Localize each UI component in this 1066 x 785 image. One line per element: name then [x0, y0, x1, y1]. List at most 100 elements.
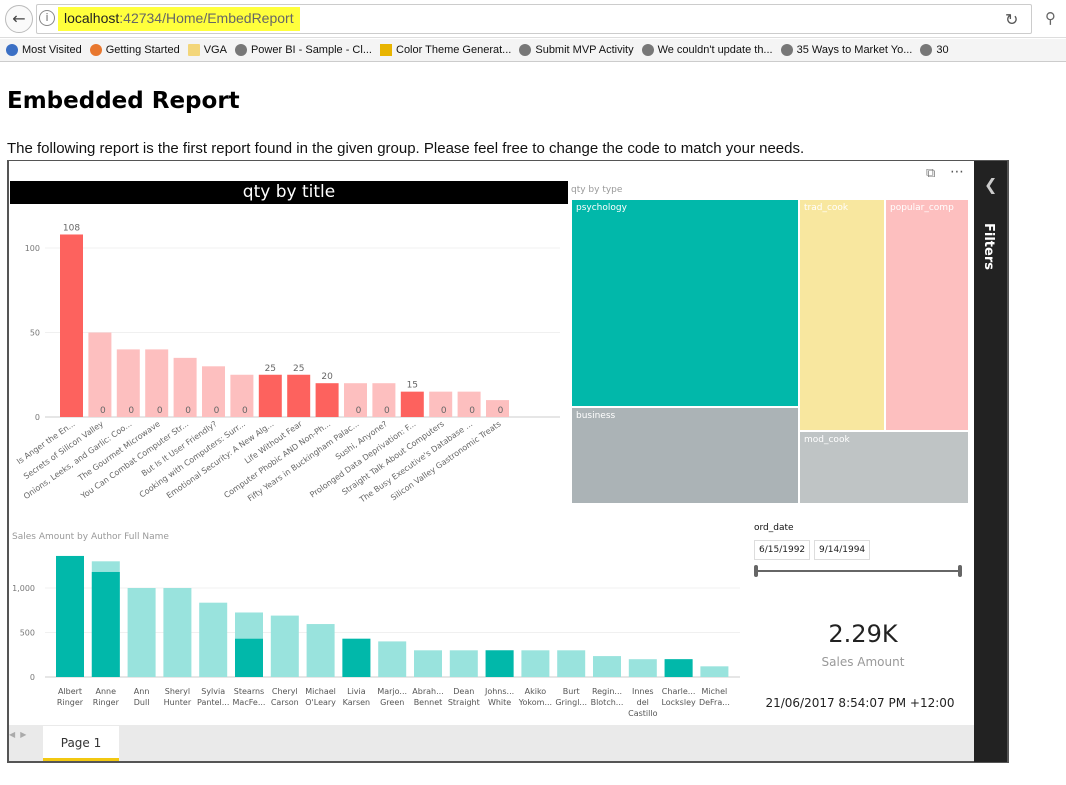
x-tick-label: Sylvia	[201, 687, 225, 696]
start-date-input[interactable]: 6/15/1992	[754, 540, 810, 560]
bookmark-item[interactable]: Color Theme Generat...	[380, 44, 511, 56]
bookmark-item[interactable]: We couldn't update th...	[641, 44, 773, 56]
bar[interactable]	[199, 602, 228, 677]
treemap-tile-psychology[interactable]: psychology	[571, 199, 799, 407]
bar-highlight[interactable]	[56, 555, 84, 677]
treemap-tile-business[interactable]: business	[571, 407, 799, 504]
bar[interactable]	[230, 374, 254, 417]
x-tick-label: Blotch...	[591, 698, 624, 707]
bar[interactable]	[378, 641, 407, 677]
bookmarks-bar: Most Visited Getting Started VGA Power BI -…	[0, 39, 1066, 62]
bar[interactable]	[127, 588, 156, 677]
url-host: localhost	[64, 10, 120, 26]
bookmark-item[interactable]: Getting Started	[89, 44, 180, 56]
bar[interactable]	[202, 366, 225, 417]
bar[interactable]	[270, 615, 299, 677]
bookmark-icon	[641, 44, 654, 56]
bookmark-item[interactable]: VGA	[187, 44, 227, 56]
back-button[interactable]: ←	[5, 5, 33, 33]
bar[interactable]	[344, 383, 367, 417]
bar[interactable]	[628, 659, 657, 677]
bar-highlight[interactable]	[485, 650, 514, 677]
bar[interactable]	[449, 650, 478, 677]
x-tick-label: Stearns	[234, 687, 264, 696]
page-title: Embedded Report	[7, 88, 240, 114]
x-tick-label: Michel	[702, 687, 728, 696]
data-label: 0	[157, 406, 163, 416]
data-label: 0	[498, 406, 504, 416]
data-label: 20	[321, 372, 333, 382]
x-tick-label: Innes	[632, 687, 654, 696]
bar[interactable]	[163, 588, 192, 677]
y-tick-label: 0	[30, 673, 35, 682]
bar[interactable]	[414, 650, 442, 677]
bar[interactable]	[60, 234, 83, 417]
bookmark-icon	[920, 44, 933, 56]
y-tick-label: 1,000	[12, 584, 35, 593]
bookmark-item[interactable]: Most Visited	[6, 44, 82, 56]
x-tick-label: MacFe...	[233, 698, 266, 707]
treemap-tile-popular_comp[interactable]: popular_comp	[885, 199, 969, 431]
info-icon[interactable]: i	[39, 10, 55, 26]
treemap-tile-mod_cook[interactable]: mod_cook	[799, 431, 969, 504]
bar[interactable]	[400, 391, 424, 417]
x-tick-label: Livia	[347, 687, 366, 696]
bar[interactable]	[315, 383, 339, 417]
page-nav-arrows[interactable]: ◀ ▶	[9, 730, 27, 739]
bar[interactable]	[173, 357, 197, 417]
date-slider-track[interactable]	[756, 570, 961, 572]
bar[interactable]	[593, 656, 621, 677]
sales-chart-title: Sales Amount by Author Full Name	[12, 532, 169, 542]
reload-icon[interactable]: ↻	[1005, 10, 1019, 29]
bookmark-icon	[89, 44, 102, 56]
bar-highlight[interactable]	[91, 571, 120, 677]
bookmark-item[interactable]: Submit MVP Activity	[519, 44, 634, 56]
more-options-icon[interactable]: ⋯	[950, 164, 964, 180]
x-tick-label: Gringl...	[555, 698, 587, 707]
focus-mode-icon[interactable]: ⧉	[926, 166, 936, 181]
end-date-input[interactable]: 9/14/1994	[814, 540, 870, 560]
bar[interactable]	[88, 332, 112, 418]
bar-highlight[interactable]	[342, 638, 371, 677]
url-text[interactable]: localhost:42734/Home/EmbedReport	[58, 7, 300, 31]
bookmark-item[interactable]: Power BI - Sample - Cl...	[234, 44, 372, 56]
bar[interactable]	[486, 400, 509, 417]
data-label: 15	[407, 381, 418, 391]
bookmark-label: 30	[936, 44, 949, 56]
bar[interactable]	[700, 666, 729, 677]
bookmark-item[interactable]: 35 Ways to Market Yo...	[780, 44, 912, 56]
bar-highlight[interactable]	[664, 659, 693, 677]
x-tick-label: Yokom...	[518, 698, 552, 707]
bar-highlight[interactable]	[235, 638, 263, 677]
bar[interactable]	[521, 650, 550, 677]
bookmark-item[interactable]: 30	[920, 44, 949, 56]
slider-end-handle[interactable]	[958, 565, 962, 577]
bar[interactable]	[258, 374, 282, 417]
x-tick-label: Charle...	[662, 687, 696, 696]
x-tick-label: Anne	[96, 687, 117, 696]
bookmark-icon	[380, 44, 392, 56]
bar[interactable]	[287, 374, 311, 417]
x-tick-label: Onions, Leeks, and Garlic: Coo...	[22, 419, 133, 501]
data-label: 25	[293, 364, 304, 374]
bar[interactable]	[372, 383, 396, 417]
slider-start-handle[interactable]	[754, 565, 758, 577]
address-bar[interactable]	[36, 4, 1032, 34]
data-label: 0	[128, 406, 134, 416]
search-icon[interactable]: ⚲	[1045, 9, 1056, 27]
filters-pane[interactable]: ❮ Filters	[974, 161, 1007, 762]
tab-page-1[interactable]: Page 1	[43, 726, 119, 761]
chevron-left-icon[interactable]: ❮	[984, 175, 998, 194]
bar[interactable]	[557, 650, 586, 677]
bookmark-label: Most Visited	[22, 44, 82, 56]
bar[interactable]	[306, 624, 335, 677]
intro-text: The following report is the first report…	[7, 140, 805, 157]
x-tick-label: Locksley	[661, 698, 696, 707]
bookmark-label: Submit MVP Activity	[535, 44, 634, 56]
bar[interactable]	[116, 349, 140, 417]
bar[interactable]	[145, 349, 169, 417]
data-label: 0	[100, 406, 106, 416]
bar[interactable]	[429, 391, 453, 417]
treemap-tile-trad_cook[interactable]: trad_cook	[799, 199, 885, 431]
bar[interactable]	[457, 391, 481, 417]
